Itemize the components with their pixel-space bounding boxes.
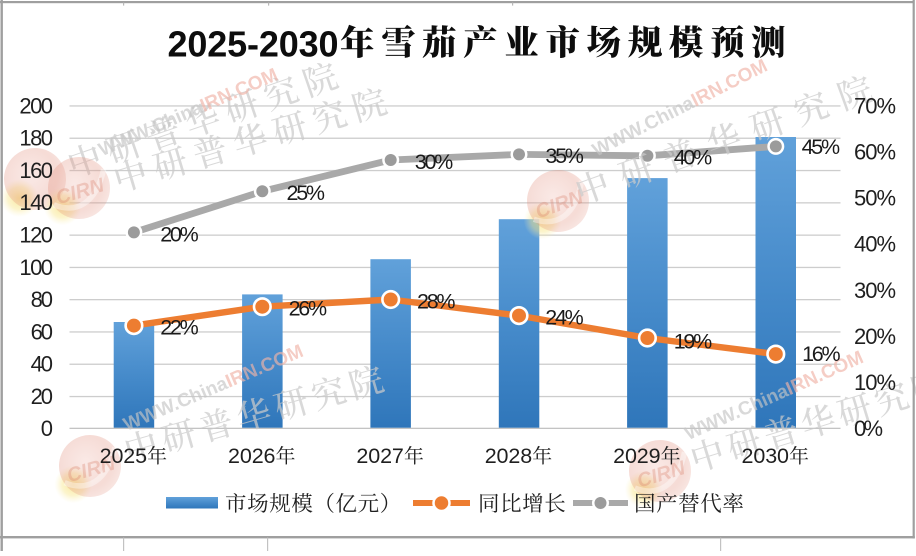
svg-text:40%: 40% (674, 146, 713, 170)
svg-text:0%: 0% (854, 416, 883, 441)
svg-text:160: 160 (19, 158, 53, 183)
svg-text:0: 0 (41, 416, 53, 441)
svg-text:140: 140 (19, 190, 53, 215)
svg-text:25%: 25% (287, 181, 326, 205)
svg-text:26%: 26% (289, 297, 328, 321)
svg-text:20%: 20% (854, 324, 896, 349)
svg-text:10%: 10% (854, 370, 896, 395)
svg-text:70%: 70% (854, 93, 896, 118)
svg-text:40: 40 (31, 352, 53, 377)
svg-text:16%: 16% (802, 342, 841, 366)
svg-text:60%: 60% (854, 139, 896, 164)
svg-text:80: 80 (31, 287, 53, 312)
svg-text:30%: 30% (854, 278, 896, 303)
svg-text:2028: 2028 (485, 444, 533, 468)
svg-text:200: 200 (19, 93, 53, 118)
svg-text:19%: 19% (674, 330, 713, 354)
svg-text:30%: 30% (415, 150, 454, 174)
svg-text:120: 120 (19, 223, 53, 248)
svg-text:50%: 50% (854, 186, 896, 211)
svg-text:2029: 2029 (613, 444, 661, 468)
svg-text:60: 60 (31, 319, 53, 344)
svg-text:2025-2030: 2025-2030 (168, 24, 339, 65)
svg-text:24%: 24% (545, 305, 584, 329)
svg-text:2026: 2026 (228, 444, 276, 468)
svg-text:40%: 40% (854, 232, 896, 257)
svg-text:2027: 2027 (356, 444, 404, 468)
svg-text:20: 20 (31, 384, 53, 409)
svg-text:45%: 45% (802, 135, 841, 159)
svg-text:28%: 28% (417, 289, 456, 313)
svg-text:100: 100 (19, 255, 53, 280)
svg-text:180: 180 (19, 126, 53, 151)
svg-text:22%: 22% (160, 315, 199, 339)
svg-text:2025: 2025 (100, 444, 148, 468)
svg-text:2030: 2030 (742, 444, 790, 468)
svg-text:20%: 20% (160, 222, 199, 246)
svg-text:35%: 35% (545, 144, 584, 168)
